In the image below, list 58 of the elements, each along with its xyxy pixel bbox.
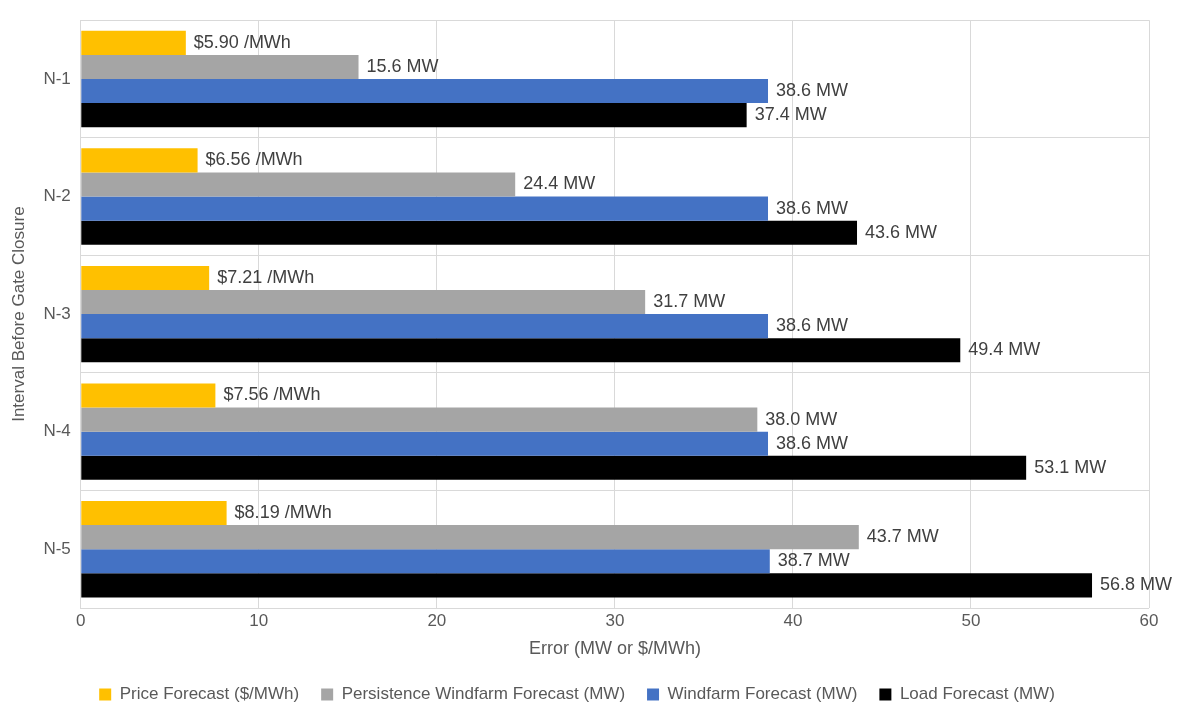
bar xyxy=(81,338,961,363)
data-label: 37.4 MW xyxy=(754,104,827,125)
bar xyxy=(81,501,227,526)
y-tick-label: N-2 xyxy=(43,186,71,206)
bar xyxy=(81,573,1093,598)
bar xyxy=(81,290,646,315)
data-label: 38.6 MW xyxy=(776,197,849,218)
data-label: $5.90 /MWh xyxy=(193,31,291,52)
legend-label: Price Forecast ($/MWh) xyxy=(119,684,300,704)
bar xyxy=(81,407,758,432)
data-label: $7.56 /MWh xyxy=(223,384,321,405)
data-label: 38.6 MW xyxy=(776,315,849,336)
y-axis-title: Interval Before Gate Closure xyxy=(8,206,28,422)
bar xyxy=(81,54,359,79)
data-label: 49.4 MW xyxy=(968,339,1041,360)
bar xyxy=(81,431,769,456)
bar xyxy=(81,172,516,197)
legend-label: Windfarm Forecast (MW) xyxy=(667,684,858,704)
bar xyxy=(81,549,770,574)
y-tick-label: N-1 xyxy=(43,68,71,88)
x-tick-label: 60 xyxy=(1139,610,1159,630)
bar xyxy=(81,455,1027,480)
data-label: 43.7 MW xyxy=(866,526,939,547)
x-tick-label: 40 xyxy=(783,610,803,630)
bar xyxy=(81,383,216,408)
x-tick-label: 0 xyxy=(76,610,86,630)
bar xyxy=(81,314,769,339)
bar xyxy=(81,148,198,173)
legend-label: Load Forecast (MW) xyxy=(899,684,1055,704)
bar xyxy=(81,103,747,128)
bar xyxy=(81,30,186,55)
x-tick-label: 30 xyxy=(605,610,625,630)
y-tick-label: N-5 xyxy=(43,538,71,558)
data-label: 38.7 MW xyxy=(777,550,850,571)
y-tick-label: N-3 xyxy=(43,303,71,323)
legend-label: Persistence Windfarm Forecast (MW) xyxy=(341,684,626,704)
data-label: $8.19 /MWh xyxy=(234,502,332,523)
data-label: 56.8 MW xyxy=(1100,574,1173,595)
x-tick-label: 50 xyxy=(961,610,981,630)
data-label: $6.56 /MWh xyxy=(205,149,303,170)
data-label: 31.7 MW xyxy=(653,291,726,312)
data-label: 53.1 MW xyxy=(1034,456,1107,477)
data-label: $7.21 /MWh xyxy=(217,266,315,287)
bar xyxy=(81,196,769,221)
bar xyxy=(81,265,210,290)
data-label: 15.6 MW xyxy=(366,55,439,76)
data-label: 38.6 MW xyxy=(776,80,849,100)
x-axis-title: Error (MW or $/MWh) xyxy=(528,638,701,659)
bar xyxy=(81,220,858,245)
data-label: 24.4 MW xyxy=(523,173,596,194)
x-tick-label: 20 xyxy=(427,610,447,630)
y-tick-label: N-4 xyxy=(43,421,71,441)
x-tick-label: 10 xyxy=(249,610,269,630)
bar xyxy=(81,525,859,550)
bar xyxy=(81,78,769,104)
data-label: 38.6 MW xyxy=(776,432,849,453)
data-label: 43.6 MW xyxy=(865,221,938,242)
data-label: 38.0 MW xyxy=(765,408,838,429)
